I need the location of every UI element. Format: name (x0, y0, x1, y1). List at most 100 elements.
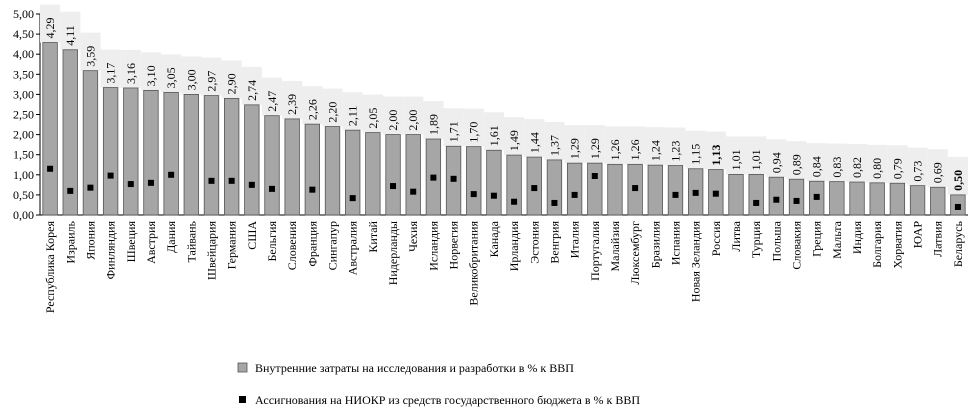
y-tick-label: 4,50 (13, 27, 34, 41)
marker-point (773, 196, 780, 203)
data-label: 2,00 (386, 110, 400, 131)
data-label-bg (423, 101, 444, 140)
bar (889, 182, 906, 216)
marker-point (208, 177, 215, 184)
data-label: 0,83 (830, 157, 844, 178)
y-tick-label: 0,00 (13, 208, 34, 222)
data-label-bg (826, 143, 847, 182)
data-label-bg (846, 144, 868, 183)
category-label: Литва (729, 220, 743, 251)
data-label: 4,11 (63, 25, 77, 46)
category-label: Словакия (790, 221, 804, 270)
data-label: 1,71 (447, 121, 461, 142)
bar (143, 89, 159, 216)
category-label: Нидерланды (386, 221, 400, 285)
marker-point (490, 192, 497, 199)
legend-label-bar: Внутренние затраты на исследования и раз… (255, 361, 574, 375)
bar (909, 185, 926, 216)
category-label: Чехия (406, 221, 420, 252)
bar (829, 181, 845, 216)
y-tick-label: 1,00 (13, 168, 34, 182)
bar (788, 178, 805, 216)
data-label: 2,00 (406, 110, 420, 131)
data-label-bg (524, 119, 545, 158)
data-label-bg (161, 54, 182, 93)
data-label: 3,16 (124, 63, 138, 84)
y-tick-label: 1,50 (13, 148, 34, 162)
category-label: Мальта (830, 220, 844, 258)
bar (849, 181, 865, 216)
category-label: Бразилия (648, 221, 662, 269)
marker-point (107, 172, 114, 179)
y-tick-label: 2,00 (13, 128, 34, 142)
data-label: 3,00 (184, 69, 198, 90)
data-label-bg (947, 156, 968, 195)
data-label-bg (140, 52, 162, 91)
bar (324, 126, 341, 216)
data-label-bg (867, 144, 888, 183)
category-label: Беларусь (951, 220, 965, 267)
bar (587, 162, 603, 216)
data-label: 2,74 (245, 80, 259, 101)
marker-point (712, 190, 719, 197)
y-tick-label: 5,00 (13, 7, 34, 21)
marker-point (793, 197, 800, 204)
data-label: 1,37 (547, 135, 561, 156)
y-tick-label: 4,00 (13, 47, 34, 61)
data-label-bg (463, 108, 484, 147)
bar (82, 70, 99, 216)
data-label-bg (604, 126, 626, 165)
marker-point (168, 171, 175, 178)
marker-point (813, 193, 820, 200)
data-label-bg (786, 141, 807, 180)
marker-point (127, 181, 134, 188)
category-label: Швеция (124, 221, 138, 263)
legend-label-marker: Ассигнования на НИОКР из средств государ… (255, 393, 640, 407)
data-label-bg (544, 121, 565, 160)
category-label: Франция (305, 221, 319, 267)
data-label-bg (261, 77, 283, 116)
data-label: 0,84 (810, 156, 824, 177)
marker-point (632, 185, 639, 192)
data-label-bg (443, 108, 464, 147)
data-label-bg (40, 4, 61, 43)
bar (647, 164, 663, 216)
marker-point (511, 198, 518, 205)
category-label: Хорватия (890, 221, 904, 269)
marker-point (390, 183, 397, 190)
bar (102, 87, 119, 216)
legend-swatch-bar (237, 362, 248, 373)
bar (385, 134, 401, 216)
marker-point (954, 203, 961, 210)
category-label: Германия (225, 221, 239, 270)
data-label: 1,26 (608, 139, 622, 160)
data-label: 1,89 (426, 114, 440, 135)
category-label: ЮАР (911, 221, 925, 249)
category-label: Израиль (63, 220, 77, 263)
data-label: 0,82 (850, 157, 864, 178)
data-label: 0,80 (870, 158, 884, 179)
bar (203, 95, 220, 216)
data-label: 2,20 (326, 102, 340, 123)
data-label-bg (483, 112, 504, 151)
bar (62, 49, 78, 216)
marker-point (147, 179, 154, 186)
data-label-bg (120, 49, 141, 88)
data-label-bg (665, 127, 686, 166)
data-label-bg (221, 60, 242, 99)
category-label: Португалия (588, 221, 602, 281)
data-label-bg (241, 66, 262, 105)
bar (304, 123, 321, 216)
bar (365, 132, 381, 216)
data-label-bg (362, 94, 383, 133)
category-label: Новая Зеландия (689, 221, 703, 303)
category-label: Исландия (426, 221, 440, 271)
data-label-bg (766, 139, 787, 178)
category-label: Люксембург (628, 221, 642, 285)
category-label: Россия (709, 221, 723, 257)
marker-point (349, 195, 356, 202)
data-label-bg (705, 131, 726, 170)
category-label: Австралия (346, 221, 360, 276)
bar (607, 163, 623, 216)
